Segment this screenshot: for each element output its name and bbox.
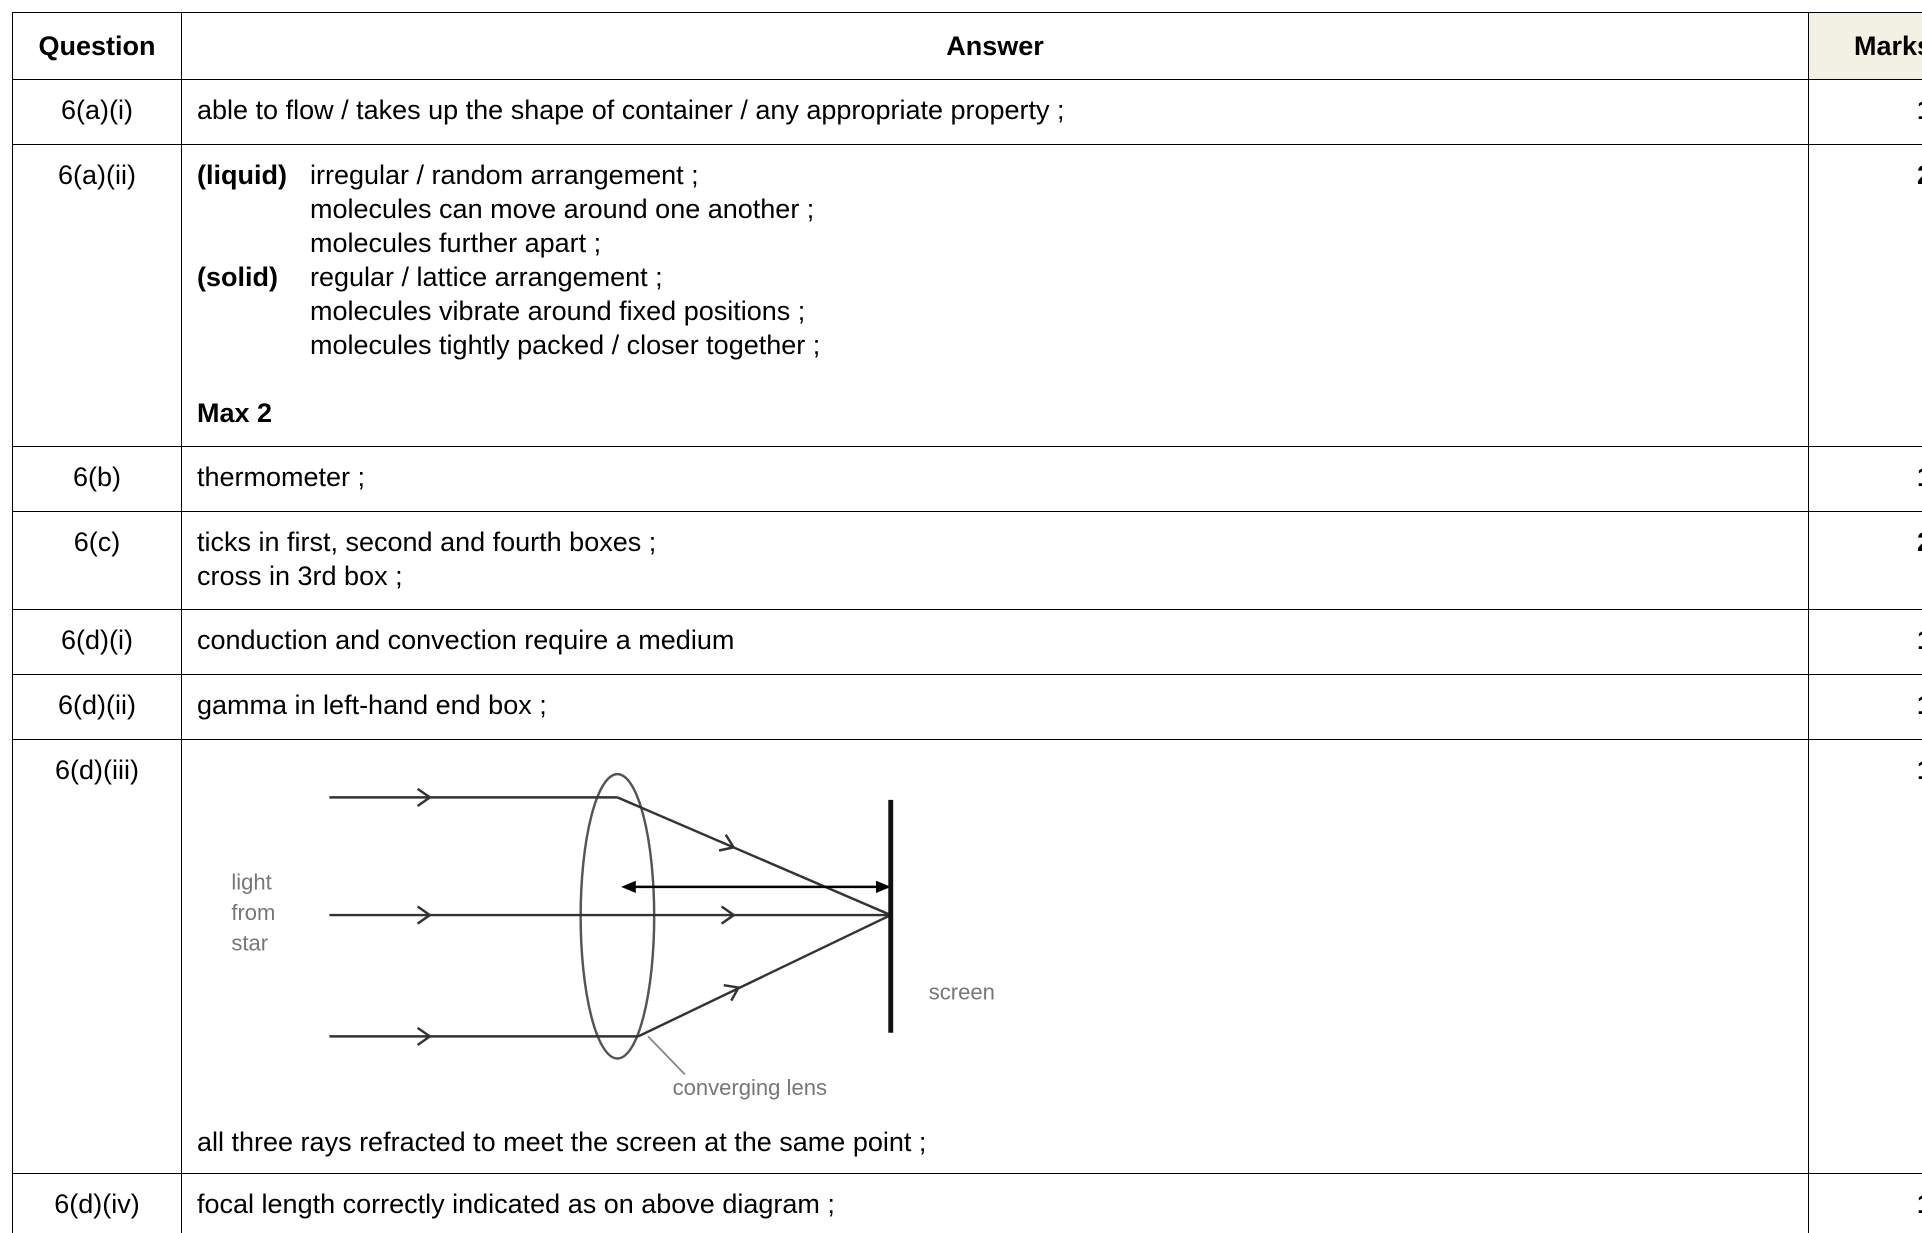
answer-cell: ticks in first, second and fourth boxes … bbox=[181, 511, 1809, 610]
arrowhead bbox=[720, 905, 737, 925]
marks-cell: 1 bbox=[1808, 79, 1922, 145]
answer-line: thermometer ; bbox=[197, 462, 366, 492]
answer-cell: able to flow / takes up the shape of con… bbox=[181, 79, 1809, 145]
arrowhead bbox=[876, 880, 891, 894]
arrowhead bbox=[416, 1026, 433, 1046]
answer-line: conduction and convection require a medi… bbox=[197, 625, 735, 655]
answer-group: (liquid) irregular / random arrangement ;… bbox=[197, 158, 1793, 260]
table-row: 6(d)(iii) light from star screen converging l… bbox=[12, 739, 1922, 1174]
ray bbox=[647, 1035, 686, 1076]
answer-group: (solid) regular / lattice arrangement ; mo… bbox=[197, 260, 1793, 362]
diagram-label: converging lens bbox=[673, 1075, 827, 1100]
table-row: 6(a)(ii) (liquid) irregular / random arran… bbox=[12, 144, 1922, 447]
table-row: 6(d)(ii) gamma in left-hand end box ; 1 bbox=[12, 674, 1922, 740]
answer-line: molecules tightly packed / closer togeth… bbox=[310, 330, 821, 360]
group-lines: regular / lattice arrangement ; molecules… bbox=[310, 260, 1793, 362]
mark-scheme-table: Question Answer Marks 6(a)(i) able to flo… bbox=[12, 12, 1922, 1233]
diagram-label: screen bbox=[929, 980, 995, 1005]
question-cell: 6(b) bbox=[12, 446, 182, 512]
question-cell: 6(c) bbox=[12, 511, 182, 610]
ray bbox=[637, 913, 892, 1038]
question-cell: 6(d)(i) bbox=[12, 609, 182, 675]
group-label: (liquid) bbox=[197, 160, 287, 190]
answer-cell: (liquid) irregular / random arrangement ;… bbox=[181, 144, 1809, 447]
answer-line: molecules vibrate around fixed positions… bbox=[310, 296, 806, 326]
marks-cell: 1 bbox=[1808, 1173, 1922, 1233]
answer-line: focal length correctly indicated as on a… bbox=[197, 1189, 835, 1219]
table-row: 6(b) thermometer ; 1 bbox=[12, 446, 1922, 512]
group-lines: irregular / random arrangement ; molecule… bbox=[310, 158, 1793, 260]
answer-cell: thermometer ; bbox=[181, 446, 1809, 512]
answer-cell: gamma in left-hand end box ; bbox=[181, 674, 1809, 740]
diagram-label: from bbox=[231, 900, 275, 925]
table-row: 6(d)(iv) focal length correctly indicated… bbox=[12, 1173, 1922, 1233]
table-row: 6(c) ticks in first, second and fourth bo… bbox=[12, 511, 1922, 610]
answer-line: irregular / random arrangement ; bbox=[310, 160, 699, 190]
answer-line: regular / lattice arrangement ; bbox=[310, 262, 663, 292]
arrowhead bbox=[723, 983, 741, 1002]
header-cell: Question bbox=[12, 12, 182, 80]
header-cell: Marks bbox=[1808, 12, 1922, 80]
arrowhead bbox=[416, 787, 433, 807]
answer-line: molecules further apart ; bbox=[310, 228, 602, 258]
answer-line: able to flow / takes up the shape of con… bbox=[197, 95, 1065, 125]
header-cell: Answer bbox=[181, 12, 1809, 80]
answer-cell: light from star screen converging lens all th… bbox=[181, 739, 1809, 1174]
marks-cell: 2 bbox=[1808, 511, 1922, 610]
arrowhead bbox=[416, 905, 433, 925]
question-cell: 6(a)(ii) bbox=[12, 144, 182, 447]
answer-cell: conduction and convection require a medi… bbox=[181, 609, 1809, 675]
ray-diagram: light from star screen converging lens bbox=[231, 772, 995, 1100]
marks-cell: 1 bbox=[1808, 674, 1922, 740]
marks-cell: 2 bbox=[1808, 144, 1922, 447]
table-body: 6(a)(i) able to flow / takes up the shape… bbox=[12, 79, 1922, 1233]
diagram-label: star bbox=[231, 931, 268, 956]
answer-line: all three rays refracted to meet the scr… bbox=[197, 1127, 927, 1157]
answer-line: gamma in left-hand end box ; bbox=[197, 690, 547, 720]
answer-note: Max 2 bbox=[197, 398, 273, 428]
answer-line: molecules can move around one another ; bbox=[310, 194, 815, 224]
question-cell: 6(a)(i) bbox=[12, 79, 182, 145]
arrowhead bbox=[718, 834, 736, 852]
header-row: Question Answer Marks bbox=[12, 12, 1922, 80]
diagram-label: light bbox=[231, 869, 271, 894]
marks-cell: 1 bbox=[1808, 609, 1922, 675]
arrowhead bbox=[621, 880, 636, 894]
question-cell: 6(d)(iii) bbox=[12, 739, 182, 1174]
marks-cell: 1 bbox=[1808, 739, 1922, 1174]
marks-cell: 1 bbox=[1808, 446, 1922, 512]
answer-lines: all three rays refracted to meet the scr… bbox=[197, 1125, 1793, 1159]
question-cell: 6(d)(ii) bbox=[12, 674, 182, 740]
answer-line: cross in 3rd box ; bbox=[197, 561, 403, 591]
ray bbox=[616, 796, 892, 917]
group-label: (solid) bbox=[197, 262, 278, 292]
answer-line: ticks in first, second and fourth boxes … bbox=[197, 527, 657, 557]
table-row: 6(a)(i) able to flow / takes up the shape… bbox=[12, 79, 1922, 145]
answer-cell: focal length correctly indicated as on a… bbox=[181, 1173, 1809, 1233]
question-cell: 6(d)(iv) bbox=[12, 1173, 182, 1233]
table-row: 6(d)(i) conduction and convection require… bbox=[12, 609, 1922, 675]
